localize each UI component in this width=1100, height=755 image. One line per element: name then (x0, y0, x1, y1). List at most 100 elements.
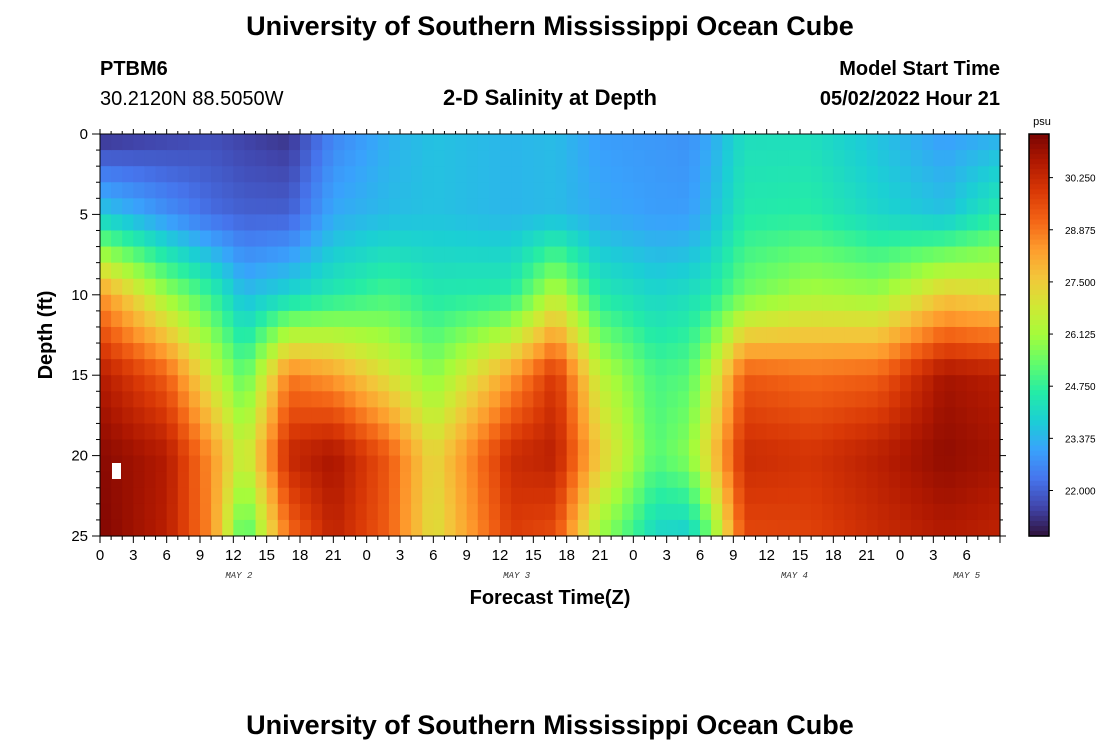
heatmap-cell (377, 150, 390, 167)
heatmap-cell (166, 134, 179, 151)
heatmap-cell (111, 230, 123, 248)
heatmap-cell (233, 423, 246, 441)
heatmap-cell (422, 198, 434, 215)
heatmap-cell (211, 214, 223, 232)
heatmap-cell (422, 343, 434, 360)
heatmap-cell (366, 326, 379, 344)
heatmap-cell (600, 519, 612, 537)
heatmap-cell (233, 214, 246, 232)
heatmap-cell (711, 134, 723, 151)
heatmap-cell (700, 471, 712, 489)
heatmap-cell (600, 471, 612, 489)
heatmap-cell (866, 375, 879, 392)
heatmap-cell (988, 262, 1001, 280)
heatmap-cell (522, 310, 534, 328)
heatmap-cell (122, 230, 134, 248)
heatmap-cell (366, 423, 379, 441)
heatmap-cell (833, 503, 846, 521)
heatmap-cell (177, 230, 190, 248)
heatmap-cell (622, 310, 634, 328)
heatmap-cell (655, 150, 668, 167)
heatmap-cell (688, 198, 701, 215)
heatmap-cell (633, 503, 646, 521)
heatmap-cell (922, 246, 934, 264)
heatmap-cell (900, 359, 912, 376)
heatmap-cell (688, 471, 701, 489)
heatmap-cell (433, 182, 446, 199)
heatmap-cell (322, 343, 334, 360)
heatmap-cell (300, 214, 312, 232)
heatmap-cell (122, 455, 134, 473)
heatmap-cell (111, 134, 123, 151)
heatmap-cell (522, 407, 534, 425)
heatmap-cell (944, 359, 957, 376)
heatmap-cell (700, 198, 712, 215)
heatmap-cell (233, 391, 246, 408)
heatmap-cell (244, 262, 257, 280)
heatmap-cell (977, 198, 990, 215)
heatmap-cell (155, 487, 168, 505)
heatmap-cell (888, 359, 901, 376)
heatmap-cell (288, 134, 301, 151)
heatmap-cell (411, 150, 423, 167)
heatmap-cell (200, 455, 212, 473)
colorbar-segment (1029, 224, 1049, 231)
heatmap-cell (144, 278, 157, 296)
heatmap-cell (388, 246, 401, 264)
heatmap-cell (188, 455, 201, 473)
heatmap-cell (633, 310, 646, 328)
heatmap-cell (188, 262, 201, 280)
heatmap-cell (477, 166, 490, 183)
heatmap-cell (733, 375, 746, 392)
heatmap-cell (922, 391, 934, 408)
heatmap-cell (466, 423, 479, 441)
heatmap-cell (611, 471, 623, 489)
heatmap-cell (644, 134, 657, 151)
heatmap-cell (922, 423, 934, 441)
heatmap-cell (277, 407, 290, 425)
heatmap-cell (455, 375, 468, 392)
heatmap-cell (700, 407, 712, 425)
heatmap-cell (555, 166, 568, 183)
heatmap-cell (466, 262, 479, 280)
heatmap-cell (466, 471, 479, 489)
heatmap-cell (755, 455, 768, 473)
heatmap-cell (766, 294, 779, 312)
heatmap-cell (100, 198, 112, 215)
heatmap-cell (333, 407, 346, 425)
heatmap-cell (577, 326, 590, 344)
heatmap-cell (277, 214, 290, 232)
heatmap-cell (344, 407, 357, 425)
heatmap-cell (777, 278, 790, 296)
heatmap-cell (411, 230, 423, 248)
heatmap-cell (677, 503, 690, 521)
heatmap-cell (122, 471, 134, 489)
heatmap-cell (755, 150, 768, 167)
heatmap-cell (577, 262, 590, 280)
heatmap-cell (866, 166, 879, 183)
x-tick-label: 9 (729, 547, 737, 564)
heatmap-cell (900, 407, 912, 425)
heatmap-cell (988, 198, 1001, 215)
heatmap-cell (255, 471, 268, 489)
x-tick-label: 12 (492, 547, 509, 564)
heatmap-cell (911, 246, 923, 264)
heatmap-cell (311, 182, 323, 199)
heatmap-cell (255, 182, 268, 199)
heatmap-cell (777, 134, 790, 151)
heatmap-cell (877, 407, 890, 425)
heatmap-cell (444, 294, 457, 312)
heatmap-cell (700, 519, 712, 537)
heatmap-cell (122, 519, 134, 537)
heatmap-cell (311, 294, 323, 312)
heatmap-cell (788, 391, 801, 408)
heatmap-cell (533, 294, 546, 312)
heatmap-cell (755, 166, 768, 183)
heatmap-cell (888, 471, 901, 489)
heatmap-cell (988, 439, 1001, 457)
heatmap-cell (811, 214, 823, 232)
heatmap-cell (566, 134, 579, 151)
heatmap-cell (655, 375, 668, 392)
heatmap-cell (444, 182, 457, 199)
heatmap-cell (377, 198, 390, 215)
